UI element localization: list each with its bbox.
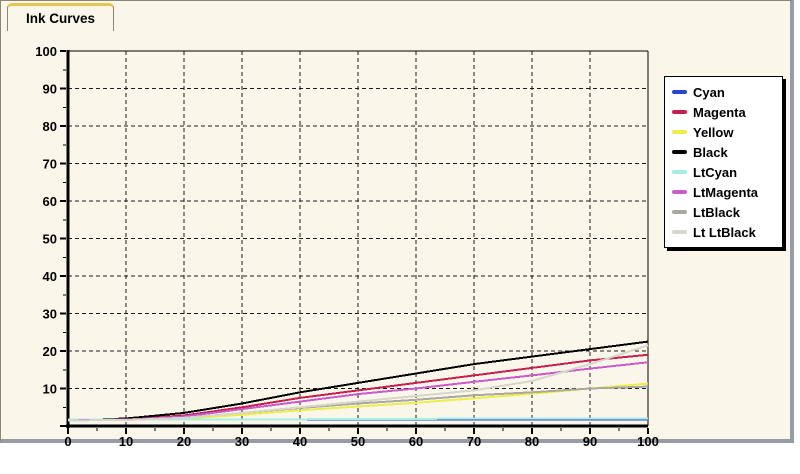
x-tick-label: 30	[235, 434, 249, 449]
legend-swatch-cyan	[672, 90, 687, 94]
y-tick-label: 30	[43, 307, 57, 322]
legend-swatch-black	[672, 150, 687, 154]
y-tick-label: 90	[43, 82, 57, 97]
y-tick-label: 40	[43, 269, 57, 284]
curve-lt-ltblack	[67, 344, 649, 422]
x-tick-label: 70	[467, 434, 481, 449]
legend-swatch-lt-ltblack	[672, 230, 687, 234]
legend-item-lt-ltblack: Lt LtBlack	[672, 222, 776, 242]
tab-label: Ink Curves	[26, 11, 96, 26]
legend-swatch-ltmagenta	[672, 190, 687, 194]
legend-swatch-yellow	[672, 130, 687, 134]
legend-item-ltcyan: LtCyan	[672, 162, 776, 182]
legend-item-black: Black	[672, 142, 776, 162]
x-tick-label: 10	[119, 434, 133, 449]
legend-label: Yellow	[693, 124, 734, 140]
x-tick-label: 100	[637, 434, 659, 449]
x-tick-label: 60	[409, 434, 423, 449]
x-tick-label: 50	[351, 434, 365, 449]
legend-item-yellow: Yellow	[672, 122, 776, 142]
x-tick-label: 0	[64, 434, 71, 449]
ink-curves-panel	[0, 0, 794, 443]
legend-label: LtCyan	[693, 164, 738, 180]
legend-item-ltblack: LtBlack	[672, 202, 776, 222]
legend-label: Magenta	[693, 104, 746, 120]
y-tick-label: 60	[43, 194, 57, 209]
tab-ink-curves[interactable]: Ink Curves	[7, 3, 115, 31]
x-tick-label: 80	[525, 434, 539, 449]
curve-black	[67, 340, 649, 422]
chart-legend: Cyan Magenta Yellow Black LtCyan LtMagenta LtB…	[664, 76, 783, 248]
x-tick-label: 90	[583, 434, 597, 449]
x-tick-label: 40	[293, 434, 307, 449]
legend-label: Black	[693, 144, 728, 160]
y-tick-label: 70	[43, 157, 57, 172]
legend-label: Lt LtBlack	[693, 224, 756, 240]
y-tick-label: 20	[43, 344, 57, 359]
legend-label: LtMagenta	[693, 184, 758, 200]
legend-item-ltmagenta: LtMagenta	[672, 182, 776, 202]
legend-label: LtBlack	[693, 204, 740, 220]
x-tick-label: 20	[177, 434, 191, 449]
legend-swatch-ltblack	[672, 210, 687, 214]
y-tick-label: 10	[43, 382, 57, 397]
legend-item-magenta: Magenta	[672, 102, 776, 122]
legend-swatch-magenta	[672, 110, 687, 114]
legend-item-cyan: Cyan	[672, 82, 776, 102]
y-tick-label: 50	[43, 232, 57, 247]
y-tick-label: 80	[43, 119, 57, 134]
legend-swatch-ltcyan	[672, 170, 687, 174]
y-tick-label: 100	[35, 44, 57, 59]
legend-items: Cyan Magenta Yellow Black LtCyan LtMagenta LtB…	[672, 82, 776, 242]
legend-label: Cyan	[693, 84, 725, 100]
